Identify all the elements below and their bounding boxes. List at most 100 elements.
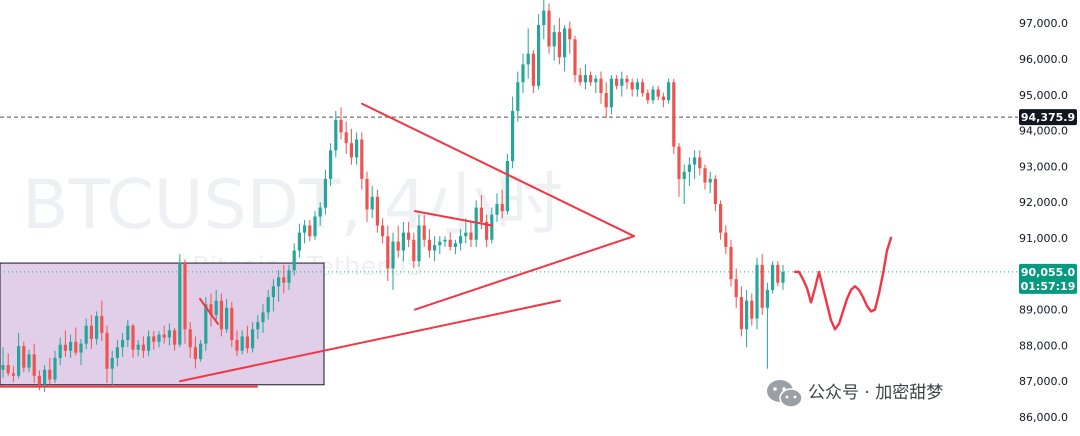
- candle: [386, 225, 390, 281]
- candle: [448, 232, 452, 251]
- candle-body: [563, 28, 567, 58]
- candle-body: [708, 178, 712, 183]
- candle: [776, 261, 780, 287]
- price-axis[interactable]: 97,000.0 96,000.0 95,000.0 94,000.0 93,000.0…: [1019, 17, 1068, 424]
- candle: [214, 289, 218, 324]
- candle: [277, 270, 281, 302]
- candle-body: [235, 340, 239, 351]
- candle-body: [583, 75, 587, 83]
- candle: [485, 214, 489, 247]
- candle-body: [375, 196, 379, 226]
- candle-body: [256, 322, 260, 330]
- candle-body: [277, 277, 281, 287]
- candle-body: [251, 329, 255, 349]
- trend-line[interactable]: [199, 297, 219, 325]
- candle-body: [230, 307, 234, 341]
- candle: [22, 341, 26, 373]
- range-box[interactable]: [0, 262, 325, 386]
- projection-path[interactable]: [793, 236, 893, 331]
- candle-body: [765, 289, 769, 308]
- candle-body: [303, 225, 307, 233]
- candles: [1, 0, 785, 392]
- candle-body: [521, 64, 525, 83]
- trend-line[interactable]: [179, 299, 561, 383]
- candle: [698, 150, 702, 176]
- candle: [11, 366, 15, 382]
- candle: [69, 334, 73, 358]
- wechat-credit: 公众号 · 加密甜梦: [767, 380, 943, 408]
- candle-body: [396, 241, 400, 251]
- candle-body: [32, 354, 36, 376]
- candle: [308, 220, 312, 241]
- candle-body: [781, 271, 785, 283]
- candle-body: [604, 93, 608, 108]
- candle-body: [511, 110, 515, 162]
- candle-body: [167, 330, 171, 338]
- candle: [318, 202, 322, 226]
- candle-body: [115, 347, 119, 358]
- candle: [625, 75, 629, 90]
- candle: [651, 85, 655, 104]
- trend-drawings[interactable]: [0, 102, 893, 388]
- price-tick-label: 89,000.0: [1019, 304, 1068, 317]
- candle: [136, 340, 140, 357]
- candle-body: [438, 241, 442, 246]
- candle: [110, 350, 114, 386]
- candle-body: [693, 157, 697, 165]
- candle: [271, 279, 275, 312]
- candle-body: [37, 375, 41, 385]
- candle-body: [568, 28, 572, 40]
- candle-body: [677, 146, 681, 179]
- candle: [693, 150, 697, 179]
- candle: [193, 336, 197, 369]
- candle: [568, 21, 572, 54]
- candle-body: [412, 239, 416, 262]
- candle: [459, 229, 463, 251]
- candle-body: [672, 82, 676, 147]
- candle: [505, 153, 509, 215]
- candle: [500, 189, 504, 219]
- symbol-watermark: BTCUSDT, 4小时: [22, 166, 563, 245]
- candle: [765, 282, 769, 369]
- candle: [245, 325, 249, 354]
- candle: [661, 93, 665, 108]
- candle-body: [776, 264, 780, 283]
- candle-body: [422, 225, 426, 240]
- candle-body: [17, 346, 21, 376]
- candle-body: [58, 344, 62, 358]
- candle-body: [739, 297, 743, 330]
- candle-body: [469, 232, 473, 240]
- trend-line[interactable]: [414, 235, 635, 311]
- candle: [537, 14, 541, 90]
- candle-body: [557, 32, 561, 58]
- candle: [677, 143, 681, 197]
- candle: [630, 78, 634, 97]
- candle: [474, 200, 478, 247]
- candle-body: [615, 78, 619, 86]
- candle: [781, 264, 785, 290]
- candle-body: [734, 279, 738, 298]
- price-tags: 94,375.9 90,055.001:57:19: [1019, 109, 1077, 294]
- candle-body: [427, 239, 431, 251]
- candle-body: [459, 236, 463, 244]
- candle-body: [349, 143, 353, 158]
- candle-body: [287, 270, 291, 283]
- candle-body: [703, 168, 707, 183]
- candle: [594, 75, 598, 94]
- candle-body: [214, 300, 218, 315]
- trend-line[interactable]: [414, 210, 493, 227]
- candle-body: [381, 225, 385, 237]
- candle: [401, 221, 405, 262]
- price-tick-label: 97,000.0: [1019, 17, 1068, 30]
- candle-body: [646, 93, 650, 101]
- candle-body: [225, 307, 229, 330]
- candle: [542, 0, 546, 40]
- candle: [219, 293, 223, 337]
- trend-line[interactable]: [361, 102, 635, 238]
- candle: [188, 322, 192, 358]
- price-tick-label: 88,000.0: [1019, 339, 1068, 352]
- candle: [261, 304, 265, 333]
- candle-body: [6, 365, 10, 374]
- candle: [53, 350, 57, 383]
